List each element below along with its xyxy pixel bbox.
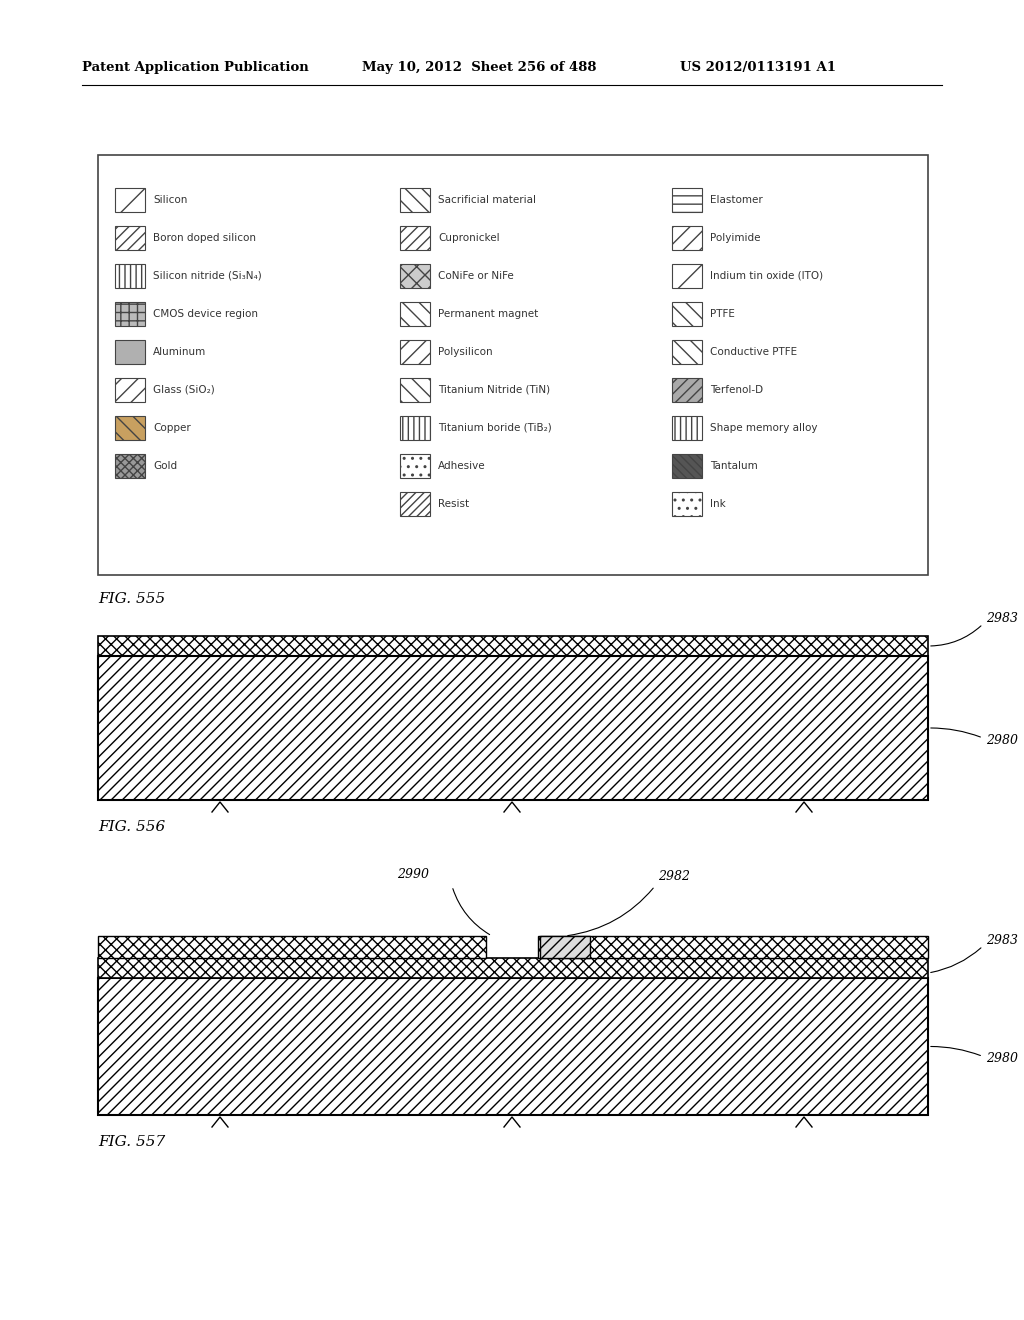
Text: Cupronickel: Cupronickel — [438, 234, 500, 243]
Bar — [400, 187, 430, 213]
Text: Shape memory alloy: Shape memory alloy — [710, 422, 817, 433]
Text: 2990: 2990 — [397, 867, 429, 880]
Text: Polysilicon: Polysilicon — [438, 347, 493, 356]
Text: US 2012/0113191 A1: US 2012/0113191 A1 — [680, 62, 836, 74]
Bar — [400, 341, 430, 364]
Text: Resist: Resist — [438, 499, 469, 510]
Bar — [115, 416, 145, 440]
Text: Patent Application Publication: Patent Application Publication — [82, 62, 309, 74]
Bar — [672, 264, 702, 288]
Text: FIG. 555: FIG. 555 — [98, 591, 165, 606]
Text: Titanium boride (TiB₂): Titanium boride (TiB₂) — [438, 422, 552, 433]
Bar — [115, 341, 145, 364]
Bar — [400, 226, 430, 249]
Text: Silicon: Silicon — [153, 195, 187, 205]
Bar — [672, 454, 702, 478]
Bar — [400, 454, 430, 478]
Bar — [400, 378, 430, 403]
Text: Elastomer: Elastomer — [710, 195, 763, 205]
Bar — [672, 492, 702, 516]
Text: Permanent magnet: Permanent magnet — [438, 309, 539, 319]
Bar — [98, 636, 928, 656]
Text: FIG. 556: FIG. 556 — [98, 820, 165, 834]
Text: Ink: Ink — [710, 499, 726, 510]
Bar — [115, 302, 145, 326]
Bar — [400, 416, 430, 440]
Text: May 10, 2012  Sheet 256 of 488: May 10, 2012 Sheet 256 of 488 — [362, 62, 597, 74]
Bar — [672, 341, 702, 364]
Bar — [672, 416, 702, 440]
Text: 2983: 2983 — [986, 933, 1018, 946]
Text: CMOS device region: CMOS device region — [153, 309, 258, 319]
Bar — [540, 936, 590, 958]
Bar — [115, 226, 145, 249]
Text: Sacrificial material: Sacrificial material — [438, 195, 536, 205]
Bar — [98, 656, 928, 800]
Text: Tantalum: Tantalum — [710, 461, 758, 471]
Bar — [672, 187, 702, 213]
Text: Gold: Gold — [153, 461, 177, 471]
Text: Conductive PTFE: Conductive PTFE — [710, 347, 797, 356]
Bar — [98, 154, 928, 576]
Bar — [115, 454, 145, 478]
Text: CoNiFe or NiFe: CoNiFe or NiFe — [438, 271, 514, 281]
Bar — [672, 226, 702, 249]
Bar — [400, 492, 430, 516]
Text: Indium tin oxide (ITO): Indium tin oxide (ITO) — [710, 271, 823, 281]
Text: Glass (SiO₂): Glass (SiO₂) — [153, 385, 215, 395]
Text: 2980: 2980 — [986, 1052, 1018, 1065]
Text: 2980: 2980 — [986, 734, 1018, 747]
Text: Polyimide: Polyimide — [710, 234, 761, 243]
Text: Adhesive: Adhesive — [438, 461, 485, 471]
Bar — [115, 264, 145, 288]
Bar — [115, 378, 145, 403]
Text: Copper: Copper — [153, 422, 190, 433]
Bar — [98, 958, 928, 978]
Bar — [672, 378, 702, 403]
Bar — [400, 302, 430, 326]
Bar — [672, 302, 702, 326]
Text: Terfenol-D: Terfenol-D — [710, 385, 763, 395]
Bar — [98, 978, 928, 1115]
Text: Silicon nitride (Si₃N₄): Silicon nitride (Si₃N₄) — [153, 271, 262, 281]
Text: Titanium Nitride (TiN): Titanium Nitride (TiN) — [438, 385, 550, 395]
Text: 2983: 2983 — [986, 611, 1018, 624]
Bar — [400, 264, 430, 288]
Text: Boron doped silicon: Boron doped silicon — [153, 234, 256, 243]
Text: PTFE: PTFE — [710, 309, 735, 319]
Bar — [98, 936, 486, 958]
Bar — [538, 936, 928, 958]
Text: 2982: 2982 — [658, 870, 690, 883]
Text: Aluminum: Aluminum — [153, 347, 206, 356]
Text: FIG. 557: FIG. 557 — [98, 1135, 165, 1148]
Bar — [115, 187, 145, 213]
